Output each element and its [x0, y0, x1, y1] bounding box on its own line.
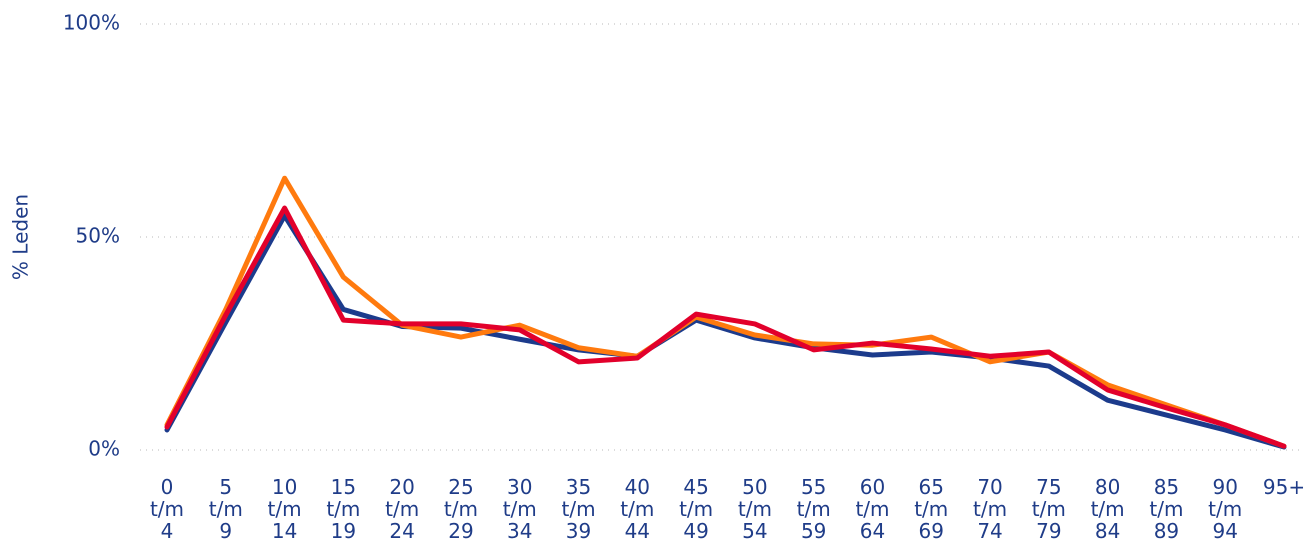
- x-tick-line: 90: [1212, 475, 1237, 499]
- x-tick-line: 5: [219, 475, 232, 499]
- x-tick-line: 20: [389, 475, 414, 499]
- x-tick-label: 55 t/m 59: [797, 475, 831, 543]
- x-tick-line: 35: [566, 475, 591, 499]
- x-tick-line: 15: [331, 475, 356, 499]
- x-tick-line: t/m: [1032, 497, 1066, 521]
- x-tick-line: t/m: [503, 497, 537, 521]
- x-tick-line: 14: [272, 519, 297, 543]
- x-tick-line: t/m: [444, 497, 478, 521]
- x-tick-label: 30 t/m 34: [503, 475, 537, 543]
- series-line: [164, 213, 1287, 450]
- x-tick-label: 40 t/m 44: [620, 475, 654, 543]
- x-tick-line: t/m: [268, 497, 302, 521]
- x-tick-line: t/m: [914, 497, 948, 521]
- x-tick-line: 70: [977, 475, 1002, 499]
- y-tick-label: 0%: [88, 437, 120, 461]
- x-tick-line: t/m: [797, 497, 831, 521]
- y-tick-label: 100%: [63, 11, 120, 35]
- x-tick-label: 85 t/m 89: [1149, 475, 1183, 543]
- x-tick-line: 85: [1154, 475, 1179, 499]
- x-tick-line: t/m: [973, 497, 1007, 521]
- x-tick-line: 55: [801, 475, 826, 499]
- x-tick-line: 74: [977, 519, 1002, 543]
- x-tick-label: 70 t/m 74: [973, 475, 1007, 543]
- x-tick-line: t/m: [1208, 497, 1242, 521]
- x-tick-label: 20 t/m 24: [385, 475, 419, 543]
- x-tick-line: 40: [625, 475, 650, 499]
- x-tick-line: 34: [507, 519, 532, 543]
- x-tick-line: 4: [161, 519, 174, 543]
- x-tick-line: 45: [683, 475, 708, 499]
- x-tick-label: 25 t/m 29: [444, 475, 478, 543]
- x-tick-line: 24: [389, 519, 414, 543]
- x-tick-line: 59: [801, 519, 826, 543]
- x-tick-label: 45 t/m 49: [679, 475, 713, 543]
- x-tick-line: 29: [448, 519, 473, 543]
- x-tick-line: 10: [272, 475, 297, 499]
- x-tick-line: 9: [219, 519, 232, 543]
- x-tick-label: 95+: [1263, 475, 1305, 499]
- x-tick-line: 60: [860, 475, 885, 499]
- x-tick-line: 39: [566, 519, 591, 543]
- x-tick-line: 64: [860, 519, 885, 543]
- x-tick-line: 25: [448, 475, 473, 499]
- x-tick-line: t/m: [679, 497, 713, 521]
- series-line: [164, 175, 1287, 449]
- x-tick-line: t/m: [738, 497, 772, 521]
- x-tick-line: 89: [1154, 519, 1179, 543]
- x-tick-line: 79: [1036, 519, 1061, 543]
- x-tick-label: 80 t/m 84: [1091, 475, 1125, 543]
- x-tick-line: 19: [331, 519, 356, 543]
- x-tick-line: 95+: [1263, 475, 1305, 499]
- x-tick-line: t/m: [1149, 497, 1183, 521]
- x-tick-line: t/m: [150, 497, 184, 521]
- y-axis-label: % Leden: [9, 194, 33, 280]
- x-tick-label: 15 t/m 19: [326, 475, 360, 543]
- x-tick-line: 49: [683, 519, 708, 543]
- x-tick-line: t/m: [1091, 497, 1125, 521]
- x-tick-line: t/m: [385, 497, 419, 521]
- series-line: [164, 205, 1287, 449]
- x-tick-label: 60 t/m 64: [855, 475, 889, 543]
- x-tick-line: 69: [919, 519, 944, 543]
- x-tick-label: 35 t/m 39: [561, 475, 595, 543]
- x-tick-label: 0 t/m 4: [150, 475, 184, 543]
- x-tick-label: 50 t/m 54: [738, 475, 772, 543]
- x-tick-label: 5 t/m 9: [209, 475, 243, 543]
- x-tick-line: t/m: [855, 497, 889, 521]
- x-tick-label: 90 t/m 94: [1208, 475, 1242, 543]
- x-tick-line: t/m: [620, 497, 654, 521]
- x-tick-line: 75: [1036, 475, 1061, 499]
- x-tick-line: 80: [1095, 475, 1120, 499]
- x-tick-line: 84: [1095, 519, 1120, 543]
- x-tick-line: 50: [742, 475, 767, 499]
- x-tick-line: t/m: [561, 497, 595, 521]
- x-tick-line: t/m: [326, 497, 360, 521]
- x-tick-line: 44: [625, 519, 650, 543]
- x-tick-line: t/m: [209, 497, 243, 521]
- x-tick-line: 94: [1212, 519, 1237, 543]
- x-tick-label: 65 t/m 69: [914, 475, 948, 543]
- x-tick-line: 0: [161, 475, 174, 499]
- x-tick-label: 10 t/m 14: [268, 475, 302, 543]
- x-tick-line: 54: [742, 519, 767, 543]
- x-tick-line: 65: [919, 475, 944, 499]
- x-tick-line: 30: [507, 475, 532, 499]
- y-tick-label: 50%: [76, 224, 120, 248]
- x-tick-label: 75 t/m 79: [1032, 475, 1066, 543]
